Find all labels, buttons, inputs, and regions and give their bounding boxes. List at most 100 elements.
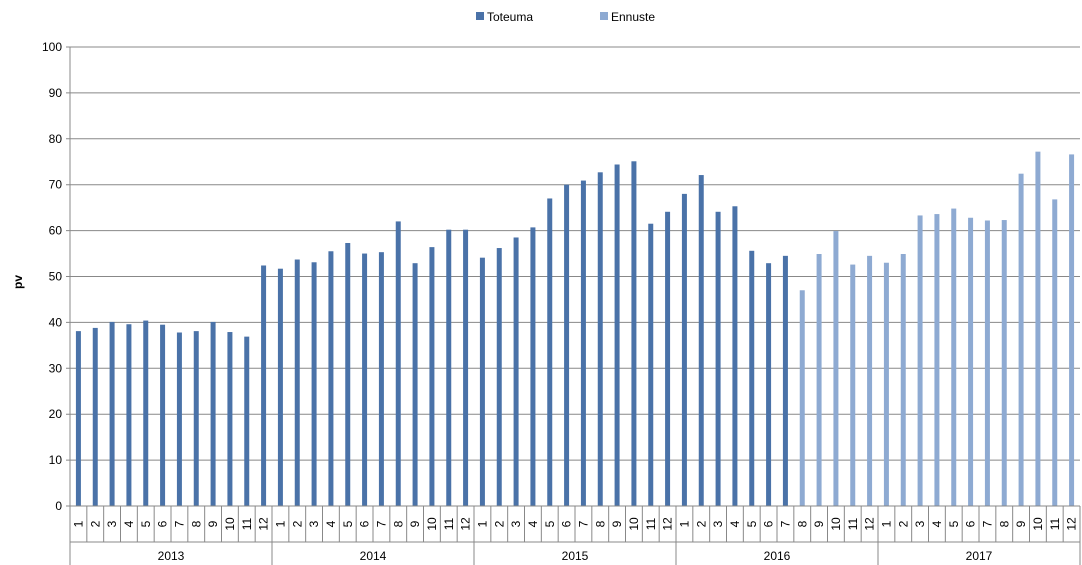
y-axis-ticks: 0 10 20 30 40 50 60 70 80 90 100 [42,40,62,513]
x-tick-label-month: 11 [846,517,860,530]
x-tick-label-month: 3 [105,520,119,527]
x-tick-label-month: 5 [543,520,557,527]
y-axis-title: pv [11,275,25,289]
bar-ennuste [917,215,923,506]
x-tick-label-month: 12 [661,517,675,531]
x-tick-label-month: 6 [358,520,372,527]
bar-toteuma [496,248,502,507]
x-tick-label-month: 7 [778,520,792,527]
bar-toteuma [143,320,149,506]
y-tick-label: 50 [49,270,63,284]
bar-toteuma [244,336,250,506]
bar-toteuma [429,247,435,506]
bar-toteuma [126,324,132,506]
bar-toteuma [513,237,519,507]
bar-toteuma [294,259,300,506]
x-tick-label-month: 9 [1014,520,1028,527]
bar-toteuma [681,193,687,506]
legend: Toteuma Ennuste [476,10,655,24]
bar-toteuma [160,324,166,506]
x-tick-label-month: 6 [560,520,574,527]
y-tick-label: 70 [49,178,63,192]
legend-swatch-toteuma [476,12,484,20]
bar-toteuma [261,265,267,506]
bar-toteuma [698,175,704,506]
bar-ennuste [833,231,839,506]
bar-toteuma [227,332,233,506]
y-tick-label: 80 [49,132,63,146]
x-tick-label-month: 6 [156,520,170,527]
x-tick-label-month: 12 [459,517,473,531]
x-tick-label-month: 12 [257,517,271,531]
bar-toteuma [766,263,772,506]
y-tick-label: 30 [49,361,63,375]
y-tick-label: 0 [55,499,62,513]
bar-toteuma [463,229,469,506]
x-tick-label-month: 9 [408,520,422,527]
x-tick-label-month: 10 [425,517,439,531]
bar-toteuma [732,206,738,506]
bar-ennuste [1001,220,1007,506]
x-tick-label-month: 8 [189,520,203,527]
x-tick-label-month: 2 [896,520,910,527]
x-tick-label-month: 3 [307,520,321,527]
x-tick-label-month: 11 [442,517,456,530]
x-tick-label-month: 7 [172,520,186,527]
bar-toteuma [665,211,671,506]
bar-ennuste [968,217,974,507]
x-tick-label-month: 1 [475,520,489,527]
bar-ennuste [816,254,822,506]
bar-ennuste [951,208,957,506]
bar-toteuma [631,161,637,506]
x-tick-label-month: 1 [677,520,691,527]
x-tick-label-month: 1 [273,520,287,527]
bar-ennuste [934,214,940,507]
bar-toteuma [648,223,654,506]
bar-toteuma [176,332,182,506]
x-tick-label-month: 10 [223,517,237,531]
x-tick-label-month: 2 [88,520,102,527]
x-tick-label-month: 7 [980,520,994,527]
x-tick-label-month: 12 [863,517,877,531]
x-tick-label-month: 5 [745,520,759,527]
x-tick-label-month: 7 [374,520,388,527]
x-tick-label-month: 10 [1031,517,1045,531]
bar-toteuma [378,252,384,506]
x-tick-label-month: 4 [324,520,338,527]
bar-ennuste [1018,173,1024,506]
x-tick-label-month: 2 [492,520,506,527]
bar-ennuste [799,290,805,506]
legend-label-toteuma: Toteuma [487,10,533,24]
x-tick-label-month: 11 [1048,517,1062,530]
x-tick-label-month: 8 [795,520,809,527]
x-tick-label-month: 3 [711,520,725,527]
bar-toteuma [547,198,553,506]
x-tick-label-month: 3 [913,520,927,527]
bar-toteuma [75,331,81,506]
x-tick-label-month: 1 [879,520,893,527]
bar-toteuma [412,263,418,506]
x-tick-label-month: 4 [930,520,944,527]
x-tick-label-month: 6 [762,520,776,527]
bar-toteuma [395,221,401,507]
bar-toteuma [92,327,98,506]
bar-toteuma [109,321,115,506]
bar-toteuma [749,250,755,506]
x-tick-label-year: 2014 [360,549,387,563]
x-tick-label-month: 11 [240,517,254,530]
x-tick-label-month: 9 [206,520,220,527]
y-tick-label: 60 [49,224,63,238]
x-tick-label-year: 2015 [562,549,589,563]
bar-ennuste [867,255,873,506]
bar-toteuma [311,262,317,506]
bar-toteuma [614,164,620,506]
bar-toteuma [362,253,368,506]
x-tick-label-month: 12 [1065,517,1079,531]
y-tick-label: 100 [42,40,62,54]
x-tick-label-month: 1 [71,520,85,527]
bar-toteuma [530,227,536,506]
x-tick-label-month: 4 [122,520,136,527]
bar-toteuma [564,184,570,506]
x-tick-label-month: 7 [576,520,590,527]
x-tick-label-month: 2 [694,520,708,527]
